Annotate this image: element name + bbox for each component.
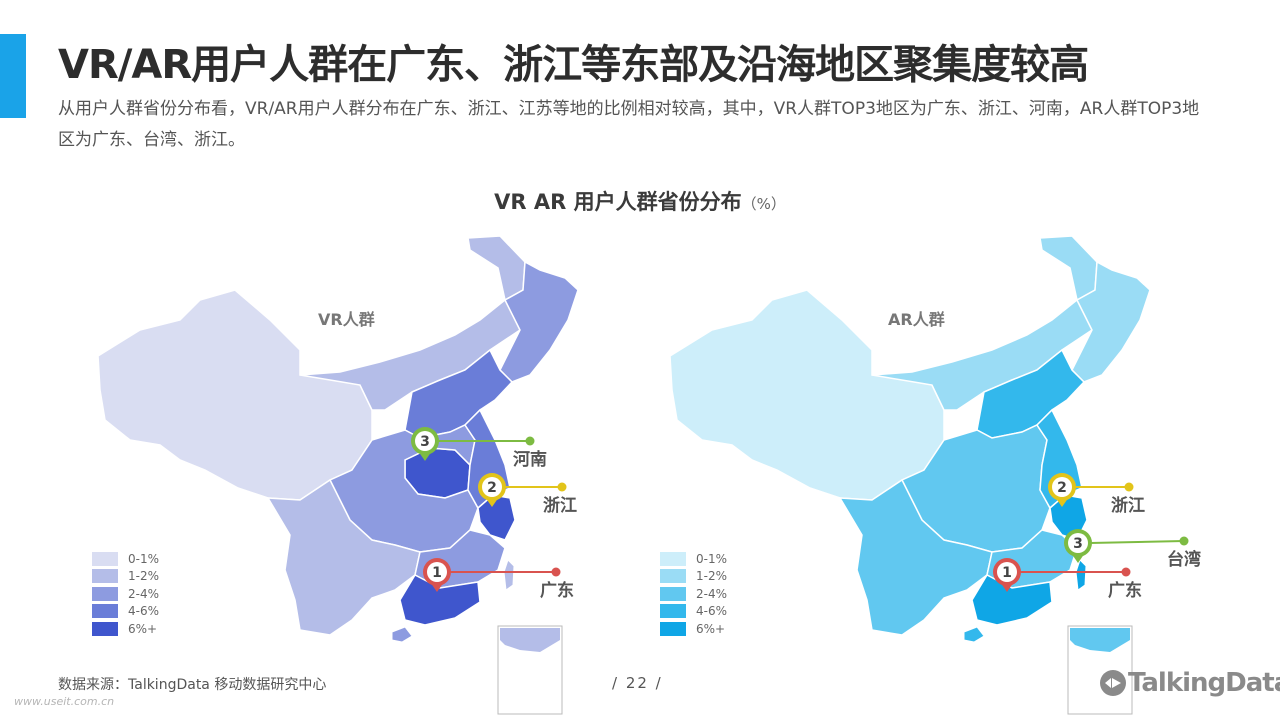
callouts-layer: 1 广东 2 浙江 3 河南 1 广东 2 浙江 3 台湾 [411,427,1201,601]
ar-legend-swatch [660,604,686,619]
vr-map-label: VR人群 [318,310,375,329]
vr-region-guangdong [399,574,481,626]
ar-callout-dot [1124,482,1134,492]
ar-map [669,235,1151,715]
chart-title-main: VR AR 用户人群省份分布 [494,190,742,214]
vr-region-hainan [391,626,413,643]
ar-legend-swatch [660,569,686,584]
ar-region-hainan [963,626,985,643]
ar-pin-inner [997,562,1017,582]
ar-legend-swatch [660,586,686,601]
vr-callout-name: 广东 [540,580,574,601]
talkingdata-logo-text: TalkingData [1128,668,1280,698]
vr-legend-swatch [92,621,118,636]
ar-pin-rank: 1 [1002,565,1012,581]
ar-callout-dot [1179,536,1189,546]
ar-legend-label: 6%+ [696,621,726,636]
ar-map-label: AR人群 [888,310,945,329]
vr-legend-label: 4-6% [128,604,160,619]
vr-pin-inner [415,431,435,451]
vr-pin-rank: 1 [432,565,442,581]
ar-region-guangdong [971,574,1053,626]
vr-pin-rank: 3 [420,434,430,450]
vr-legend-label: 0-1% [128,551,160,566]
vr-legend-swatch [92,551,118,566]
vr-legend-label: 2-4% [128,586,160,601]
ar-legend-swatch [660,621,686,636]
accent-bar [0,34,26,118]
watermark: www.useit.com.cn [14,695,115,708]
vr-legend-swatch [92,569,118,584]
chart-title: VR AR 用户人群省份分布（%） [0,186,1280,216]
vr-pin-inner [427,562,447,582]
talkingdata-logo-icon [1100,670,1126,696]
ar-pin-rank: 3 [1073,536,1083,552]
ar-pin-inner [1052,477,1072,497]
ar-legend-label: 4-6% [696,604,728,619]
vr-legend-item: 4-6% [92,603,159,621]
vr-south-sea-inset-land [500,628,560,652]
vr-region-southwest [266,478,421,636]
page-number: / 22 / [612,674,663,692]
ar-legend-item: 0-1% [660,550,727,568]
page-subtitle: 从用户人群省份分布看，VR/AR用户人群分布在广东、浙江、江苏等地的比例相对较高… [58,99,1200,150]
vr-pin-inner [482,477,502,497]
vr-legend-swatch [92,586,118,601]
vr-callout-2: 2 浙江 [478,473,577,516]
vr-callout-1: 1 广东 [423,558,574,601]
ar-callout-name: 台湾 [1167,549,1201,570]
vr-callout-dot [525,436,535,446]
ar-legend-label: 2-4% [696,586,728,601]
ar-callout-name: 广东 [1108,580,1142,601]
ar-callout-dot [1121,567,1131,577]
ar-legend-label: 0-1% [696,551,728,566]
talkingdata-logo: TalkingData [1098,668,1280,698]
page-title: VR/AR用户人群在广东、浙江等东部及沿海地区聚集度较高 [58,42,1089,88]
ar-legend-swatch [660,551,686,566]
vr-callout-dot [551,567,561,577]
ar-legend-item: 1-2% [660,568,727,586]
ar-callout-3: 3 台湾 [1064,529,1201,570]
ar-legend-item: 4-6% [660,603,727,621]
vr-callout-dot [557,482,567,492]
vr-legend-swatch [92,604,118,619]
vr-legend: 0-1% 1-2% 2-4% 4-6% 6%+ [92,550,159,638]
vr-callout-3: 3 河南 [411,427,547,470]
vr-callout-name: 河南 [513,449,547,470]
ar-region-taiwan [1075,559,1087,591]
vr-legend-item: 6%+ [92,620,159,638]
ar-pin-rank: 2 [1057,480,1067,496]
vr-legend-item: 2-4% [92,585,159,603]
ar-callout-2: 2 浙江 [1048,473,1145,516]
ar-region-southwest [838,478,993,636]
vr-pin-rank: 2 [487,480,497,496]
vr-legend-item: 0-1% [92,550,159,568]
ar-callout-line [1089,540,1185,544]
ar-legend-item: 6%+ [660,620,727,638]
chart-title-unit: （%） [741,195,786,213]
ar-pin-inner [1068,533,1088,553]
ar-south-sea-inset-land [1070,628,1130,652]
vr-callout-name: 浙江 [543,495,577,516]
vr-map [97,235,579,715]
vr-legend-item: 1-2% [92,568,159,586]
vr-legend-label: 6%+ [128,621,158,636]
vr-region-taiwan [503,559,515,591]
ar-legend-item: 2-4% [660,585,727,603]
ar-legend-label: 1-2% [696,569,728,584]
ar-legend: 0-1% 1-2% 2-4% 4-6% 6%+ [660,550,727,638]
vr-legend-label: 1-2% [128,569,160,584]
ar-callout-1: 1 广东 [993,558,1142,601]
ar-callout-name: 浙江 [1111,495,1145,516]
data-source: 数据来源：TalkingData 移动数据研究中心 [58,677,327,693]
